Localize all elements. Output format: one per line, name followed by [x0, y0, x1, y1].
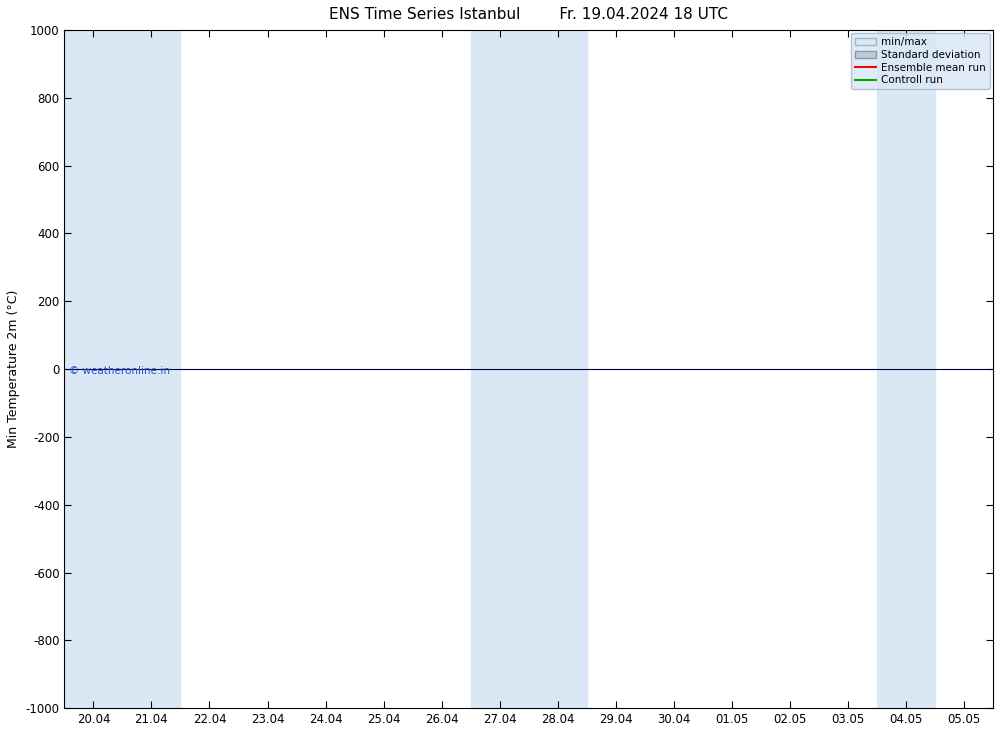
Bar [471, 30, 587, 708]
Legend: min/max, Standard deviation, Ensemble mean run, Controll run: min/max, Standard deviation, Ensemble me… [851, 33, 990, 89]
Text: © weatheronline.in: © weatheronline.in [69, 366, 170, 376]
Bar [877, 30, 935, 708]
Y-axis label: Min Temperature 2m (°C): Min Temperature 2m (°C) [7, 290, 20, 449]
Title: ENS Time Series Istanbul        Fr. 19.04.2024 18 UTC: ENS Time Series Istanbul Fr. 19.04.2024 … [329, 7, 728, 22]
Bar [64, 30, 180, 708]
